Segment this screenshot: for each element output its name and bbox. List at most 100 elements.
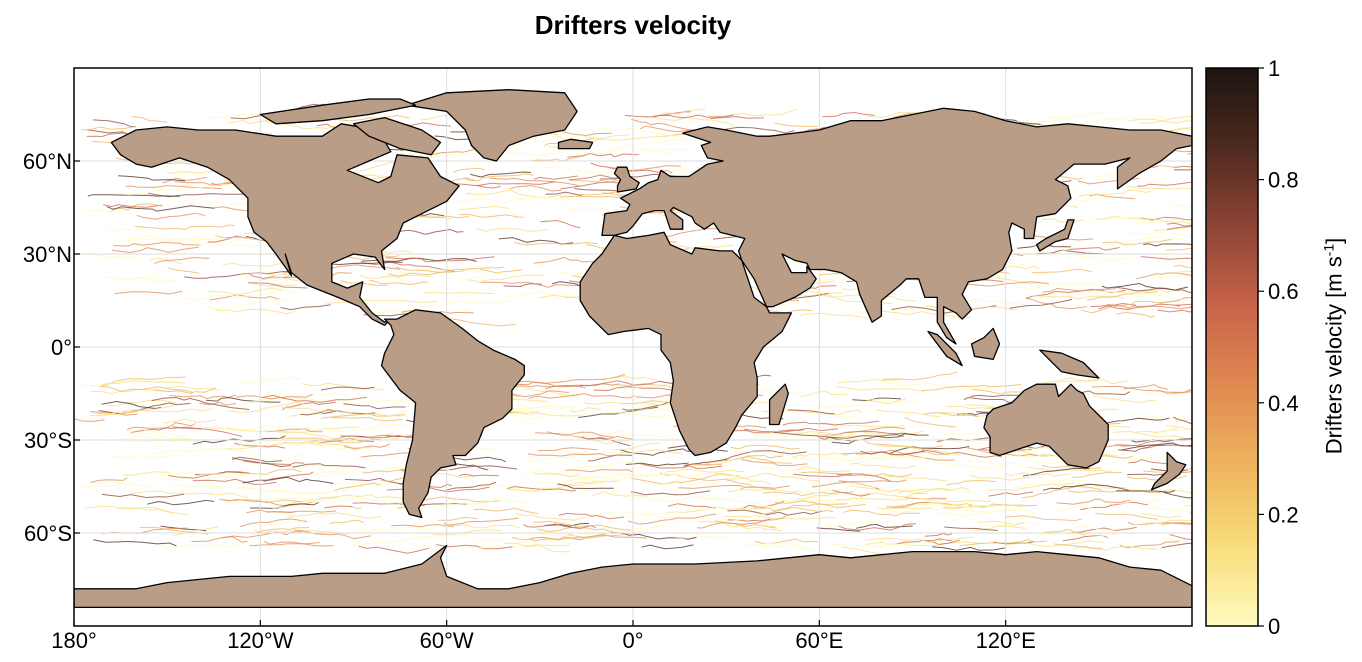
- drifter-track: [514, 242, 598, 246]
- colorbar-tick-label: 1: [1268, 56, 1280, 81]
- drifter-track: [835, 386, 925, 392]
- drifter-track: [1173, 168, 1192, 171]
- drifter-track: [102, 204, 163, 208]
- drifter-track: [1157, 309, 1192, 313]
- drifter-track: [1161, 542, 1192, 549]
- drifter-track: [437, 516, 478, 521]
- drifter-track: [1127, 185, 1192, 190]
- drifter-track: [840, 449, 955, 461]
- drifter-track: [180, 296, 214, 302]
- drifter-track: [793, 452, 849, 458]
- drifter-track: [261, 394, 368, 403]
- drifter-track: [529, 155, 586, 162]
- drifter-track: [691, 458, 740, 467]
- colorbar-ticks: 0 0.2 0.4 0.6 0.8 1: [1258, 56, 1299, 639]
- drifter-track: [773, 431, 852, 442]
- drifter-track: [831, 543, 885, 548]
- drifter-track: [838, 523, 917, 531]
- drifter-track: [1165, 247, 1192, 251]
- drifter-track: [604, 144, 690, 152]
- drifter-track: [622, 401, 669, 411]
- drifter-track: [507, 486, 577, 492]
- drifter-track: [817, 433, 904, 440]
- drifter-track: [358, 545, 430, 554]
- drifter-track: [452, 167, 485, 173]
- drifter-track: [206, 287, 282, 296]
- drifter-track: [665, 513, 767, 523]
- drifter-track: [946, 479, 996, 486]
- drifter-track: [397, 266, 488, 274]
- drifter-track: [534, 472, 580, 478]
- drifter-track: [727, 509, 823, 516]
- drifter-track: [490, 177, 580, 187]
- drifter-track: [612, 442, 661, 451]
- drifter-track: [122, 238, 221, 243]
- drifter-track: [588, 511, 676, 519]
- drifter-track: [391, 524, 454, 528]
- drifter-track: [454, 484, 525, 488]
- drifter-track: [136, 212, 205, 220]
- drifter-track: [739, 485, 776, 491]
- drifter-track: [209, 289, 298, 299]
- drifter-track: [562, 131, 612, 137]
- drifter-track: [1136, 218, 1192, 224]
- drifter-track: [566, 531, 635, 539]
- drifter-track: [1071, 472, 1123, 478]
- drifter-track: [860, 450, 925, 456]
- drifter-track: [816, 527, 861, 532]
- drifter-track: [153, 472, 260, 477]
- drifter-track: [639, 125, 694, 133]
- drifter-track: [743, 542, 807, 550]
- drifter-track: [557, 483, 614, 490]
- drifter-track: [248, 282, 308, 289]
- drifter-track: [359, 274, 432, 279]
- drifter-track: [208, 298, 292, 310]
- drifter-track: [558, 512, 625, 520]
- drifter-track: [286, 512, 382, 519]
- drifter-track: [1006, 515, 1083, 522]
- drifter-track: [921, 497, 992, 503]
- drifter-track: [508, 148, 619, 156]
- drifter-track: [1095, 512, 1158, 520]
- map-title: Drifters velocity: [534, 10, 732, 40]
- drifter-track: [764, 506, 834, 515]
- drifter-track: [172, 426, 243, 437]
- drifter-track: [88, 411, 138, 417]
- drifter-track: [791, 456, 880, 463]
- drifter-track: [1151, 275, 1192, 278]
- drifter-track: [231, 456, 283, 463]
- drifter-track: [678, 485, 790, 489]
- drifter-track: [90, 477, 128, 484]
- drifter-track: [506, 481, 605, 492]
- drifter-track: [1167, 225, 1192, 230]
- drifter-track: [126, 431, 204, 443]
- drifter-track: [1161, 522, 1192, 525]
- drifter-track: [130, 490, 213, 495]
- drifter-track: [99, 275, 163, 281]
- drifter-track: [834, 497, 909, 501]
- drifter-track: [125, 185, 222, 190]
- drifter-track: [831, 489, 871, 497]
- drifter-track: [256, 518, 313, 527]
- drifter-track: [843, 509, 921, 517]
- drifter-track: [206, 243, 271, 247]
- drifter-track: [92, 404, 175, 415]
- drifter-track: [111, 246, 200, 254]
- drifter-track: [227, 401, 304, 413]
- drifter-track: [420, 544, 506, 549]
- drifter-track: [463, 173, 534, 182]
- drifter-track: [362, 469, 406, 474]
- drifter-track: [1119, 541, 1179, 549]
- drifter-track: [563, 480, 621, 486]
- drifter-track: [621, 434, 679, 440]
- drifter-track: [391, 228, 464, 235]
- drifter-track: [533, 175, 578, 180]
- drifter-track: [1113, 430, 1185, 439]
- drifter-track: [320, 413, 406, 419]
- x-tick-label: 60°W: [420, 628, 474, 653]
- drifter-track: [106, 205, 215, 212]
- drifter-track: [423, 291, 495, 294]
- drifter-track: [590, 162, 673, 174]
- land-iceland: [557, 138, 594, 150]
- drifter-track: [162, 176, 208, 184]
